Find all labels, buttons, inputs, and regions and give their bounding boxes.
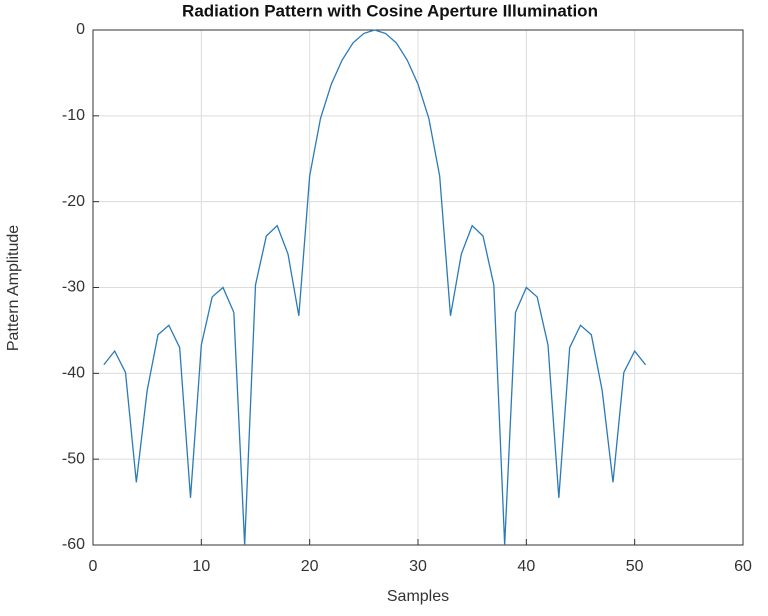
x-tick-label: 60	[734, 558, 752, 575]
y-tick-label: -20	[62, 193, 85, 210]
y-tick-label: 0	[76, 21, 85, 38]
y-axis-label: Pattern Amplitude	[5, 225, 22, 351]
x-axis-label: Samples	[387, 588, 449, 605]
x-tick-label: 50	[626, 558, 644, 575]
y-tick-label: -50	[62, 450, 85, 467]
chart-title: Radiation Pattern with Cosine Aperture I…	[182, 1, 598, 20]
x-tick-label: 30	[409, 558, 427, 575]
x-tick-label: 0	[89, 558, 98, 575]
y-tick-label: -40	[62, 365, 85, 382]
y-tick-label: -30	[62, 279, 85, 296]
x-tick-label: 10	[192, 558, 210, 575]
x-tick-label: 40	[517, 558, 535, 575]
y-tick-label: -60	[62, 536, 85, 553]
y-tick-label: -10	[62, 107, 85, 124]
data-line	[103, 29, 647, 546]
x-tick-label: 20	[301, 558, 319, 575]
axes-box	[92, 29, 744, 546]
